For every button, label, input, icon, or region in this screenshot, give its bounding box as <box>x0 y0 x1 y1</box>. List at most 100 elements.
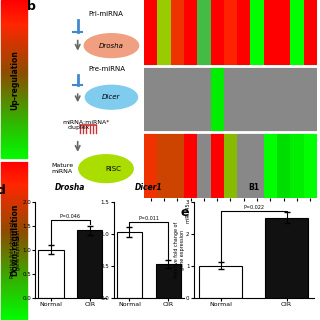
Bar <box>1 150 28 152</box>
Ellipse shape <box>79 155 133 182</box>
Bar <box>1 46 28 48</box>
Bar <box>1 278 28 280</box>
Bar <box>1 18 28 19</box>
Bar <box>1 165 28 166</box>
Bar <box>1 26 28 27</box>
Bar <box>1 250 28 251</box>
Bar <box>1 232 28 234</box>
Bar <box>1 306 28 307</box>
Bar <box>1 53 28 54</box>
Bar <box>1 11 28 13</box>
Bar <box>1 35 28 37</box>
Text: Pre-miRNA: Pre-miRNA <box>89 67 125 72</box>
Bar <box>1 120 28 122</box>
Bar <box>1 45 28 46</box>
Bar <box>1 174 28 176</box>
Bar <box>1 213 28 214</box>
Bar <box>1 205 28 206</box>
Bar <box>1 27 28 29</box>
Bar <box>1 106 28 107</box>
Bar <box>1 304 28 306</box>
Bar <box>1 59 28 61</box>
Bar <box>1 163 28 165</box>
Bar <box>1 128 28 130</box>
Bar <box>1 101 28 102</box>
Bar <box>1 264 28 266</box>
Bar <box>1 280 28 282</box>
Bar <box>1 162 28 163</box>
Ellipse shape <box>85 85 138 109</box>
Bar <box>1 221 28 222</box>
Bar <box>1 290 28 291</box>
Bar <box>1 237 28 238</box>
Bar <box>1 160 28 162</box>
Bar <box>1 99 28 101</box>
Bar <box>1 200 28 202</box>
Bar <box>1 157 28 158</box>
Bar <box>1 83 28 85</box>
Bar <box>1 8 28 10</box>
Bar <box>265 218 308 298</box>
Bar <box>1 198 28 200</box>
Bar <box>1 104 28 106</box>
Bar <box>1 62 28 64</box>
Bar <box>1 190 28 192</box>
Y-axis label: Relative fold change of
gene expression: Relative fold change of gene expression <box>10 221 21 278</box>
Bar <box>1 256 28 258</box>
Bar <box>1 32 28 34</box>
Bar <box>1 302 28 304</box>
Bar <box>1 202 28 203</box>
Bar <box>1 253 28 254</box>
Text: Pri-miRNA: Pri-miRNA <box>89 11 124 17</box>
Bar <box>1 98 28 99</box>
Bar <box>1 107 28 109</box>
Bar <box>1 94 28 96</box>
Bar <box>1 214 28 216</box>
Text: e: e <box>181 206 189 219</box>
Bar <box>1 182 28 184</box>
Bar <box>1 262 28 264</box>
Bar <box>1 122 28 123</box>
Bar <box>1 277 28 278</box>
Bar <box>1 40 28 42</box>
Bar <box>1 43 28 45</box>
Bar <box>1 136 28 138</box>
Title: Drosha: Drosha <box>55 183 85 193</box>
Bar <box>1 267 28 269</box>
Bar <box>1 312 28 314</box>
Bar <box>1 139 28 141</box>
Bar <box>1 13 28 14</box>
Bar <box>1 118 28 120</box>
Text: b: b <box>27 0 36 13</box>
Bar <box>1 138 28 139</box>
Bar <box>1 37 28 38</box>
Bar <box>1 0 28 2</box>
Bar <box>1 96 28 98</box>
Bar <box>1 154 28 155</box>
Bar <box>1 112 28 114</box>
Bar <box>1 222 28 224</box>
Bar <box>1 285 28 286</box>
Bar <box>1 238 28 240</box>
Bar <box>1 298 28 299</box>
Bar <box>1 194 28 195</box>
Bar <box>1 197 28 198</box>
Bar <box>38 250 64 298</box>
Text: P=0.011: P=0.011 <box>138 216 159 221</box>
Bar <box>1 272 28 274</box>
Bar <box>1 283 28 285</box>
Bar <box>1 210 28 211</box>
Bar <box>1 50 28 51</box>
Bar <box>1 315 28 317</box>
Text: P=0.022: P=0.022 <box>243 204 264 210</box>
Bar <box>1 48 28 50</box>
Text: RISC: RISC <box>106 166 122 172</box>
Bar <box>1 110 28 112</box>
Bar <box>1 114 28 115</box>
Bar <box>1 58 28 59</box>
Bar <box>1 269 28 270</box>
Bar <box>1 178 28 179</box>
Bar <box>1 176 28 178</box>
Bar <box>1 125 28 126</box>
Text: Drosha: Drosha <box>99 43 124 49</box>
